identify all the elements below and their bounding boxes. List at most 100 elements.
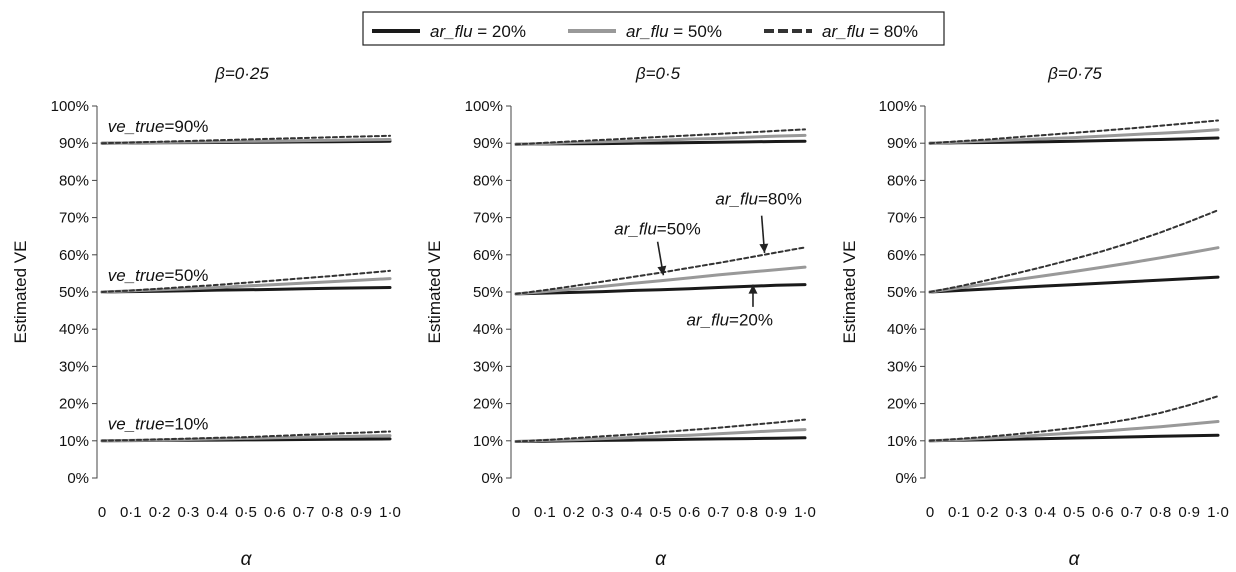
legend-label-italic: ar_flu bbox=[626, 22, 669, 41]
y-tick-label: 0% bbox=[895, 470, 917, 487]
annotation-value: =90% bbox=[164, 117, 208, 136]
x-tick-label: 1·0 bbox=[379, 504, 401, 521]
panel-title: β=0·5 bbox=[635, 64, 681, 83]
panel-2: β=0·5 0% 10% 20% 30% 40% 50% 60% 70% 80% 90% 100% Es… bbox=[425, 64, 816, 570]
x-tick-label: 0·3 bbox=[1006, 504, 1028, 521]
x-tick-label: 0·4 bbox=[1034, 504, 1056, 521]
panel-title: β=0·25 bbox=[214, 64, 269, 83]
x-tick-label: 0·8 bbox=[322, 504, 344, 521]
series-line bbox=[514, 133, 807, 146]
legend-label-italic: ar_flu bbox=[822, 22, 865, 41]
y-tick-label: 70% bbox=[887, 210, 917, 227]
legend-box bbox=[362, 11, 945, 46]
y-tick-label: 20% bbox=[887, 396, 917, 413]
series-line bbox=[515, 418, 806, 443]
legend-label-italic: ar_flu bbox=[430, 22, 473, 41]
series-line bbox=[928, 128, 1220, 145]
x-tick-label: 0·5 bbox=[235, 504, 257, 521]
y-tick-label: 100% bbox=[879, 98, 917, 115]
annotation-italic: ve_true bbox=[108, 415, 165, 434]
x-tick-label: 0·5 bbox=[1063, 504, 1085, 521]
series-line bbox=[100, 277, 392, 294]
series-line bbox=[514, 283, 807, 296]
x-tick-label: 0·9 bbox=[1178, 504, 1200, 521]
series-line bbox=[515, 246, 806, 295]
x-axis-label: α bbox=[241, 549, 253, 570]
annotation-value: =50% bbox=[164, 266, 208, 285]
x-tick-label: 0·7 bbox=[1121, 504, 1143, 521]
annotation-arrowhead bbox=[759, 243, 769, 253]
y-tick-label: 60% bbox=[473, 247, 503, 264]
x-tick-label: 0·1 bbox=[534, 504, 556, 521]
x-tick-label: 0·9 bbox=[765, 504, 787, 521]
x-tick-label: 0·6 bbox=[264, 504, 286, 521]
x-tick-label: 0·7 bbox=[707, 504, 729, 521]
legend-label-2: ar_flu = 50% bbox=[626, 22, 722, 41]
x-tick-label: 0·2 bbox=[149, 504, 171, 521]
x-tick-label: 0·6 bbox=[679, 504, 701, 521]
x-tick-label: 0·3 bbox=[592, 504, 614, 521]
x-tick-label: 0·8 bbox=[1150, 504, 1172, 521]
y-axis-label: Estimated VE bbox=[11, 241, 30, 344]
series-line bbox=[515, 128, 806, 146]
y-tick-label: 20% bbox=[59, 396, 89, 413]
y-tick-label: 30% bbox=[887, 358, 917, 375]
x-tick-label: 0·1 bbox=[120, 504, 142, 521]
x-tick-label: 0·4 bbox=[206, 504, 228, 521]
series-line bbox=[514, 265, 807, 296]
y-tick-label: 40% bbox=[473, 321, 503, 338]
y-axis-label: Estimated VE bbox=[840, 241, 859, 344]
series-line bbox=[101, 430, 391, 442]
annotation-arrowhead bbox=[748, 284, 758, 294]
y-tick-label: 60% bbox=[887, 247, 917, 264]
x-tick-label: 0 bbox=[98, 504, 106, 521]
y-tick-label: 20% bbox=[473, 396, 503, 413]
x-tick-label: 0·9 bbox=[350, 504, 372, 521]
chart-panels: β=0·25 0% 10% 20% 30% 40% 50% 60% 70% 80% 90% 100% E… bbox=[11, 64, 1229, 570]
y-tick-label: 40% bbox=[887, 321, 917, 338]
legend-label-3: ar_flu = 80% bbox=[822, 22, 918, 41]
y-tick-label: 70% bbox=[59, 210, 89, 227]
legend-label-value: = 50% bbox=[669, 22, 722, 41]
x-axis-label: α bbox=[655, 549, 667, 570]
x-tick-label: 0 bbox=[926, 504, 934, 521]
legend: ar_flu = 20% ar_flu = 50% ar_flu = 80% bbox=[362, 11, 945, 46]
y-tick-label: 0% bbox=[481, 470, 503, 487]
series-line bbox=[928, 246, 1220, 294]
y-tick-label: 10% bbox=[887, 433, 917, 450]
y-tick-label: 90% bbox=[887, 135, 917, 152]
y-tick-label: 80% bbox=[887, 172, 917, 189]
annotation-label: ar_flu=50% bbox=[614, 219, 700, 238]
series-line bbox=[101, 134, 391, 145]
series-line bbox=[928, 420, 1220, 443]
series-line bbox=[929, 119, 1219, 145]
series-line bbox=[101, 269, 391, 293]
series-line bbox=[100, 138, 392, 145]
legend-label-value: = 20% bbox=[473, 22, 526, 41]
annotation-value: =50% bbox=[657, 219, 701, 238]
panel-1: β=0·25 0% 10% 20% 30% 40% 50% 60% 70% 80% 90% 100% E… bbox=[11, 64, 401, 570]
annotation-value: =20% bbox=[729, 310, 773, 329]
y-tick-label: 30% bbox=[59, 358, 89, 375]
panel-title: β=0·75 bbox=[1047, 64, 1102, 83]
y-tick-label: 40% bbox=[59, 321, 89, 338]
x-tick-label: 1·0 bbox=[794, 504, 816, 521]
y-tick-label: 80% bbox=[59, 172, 89, 189]
x-tick-label: 0·5 bbox=[650, 504, 672, 521]
annotation-label: ve_true=10% bbox=[108, 415, 209, 434]
series-line bbox=[928, 275, 1220, 294]
annotation-arrowhead bbox=[657, 265, 667, 276]
x-tick-label: 0·6 bbox=[1092, 504, 1114, 521]
annotation-italic: ar_flu bbox=[614, 219, 657, 238]
annotation-italic: ar_flu bbox=[715, 190, 758, 209]
y-tick-label: 100% bbox=[465, 98, 503, 115]
panel-3: β=0·75 0% 10% 20% 30% 40% 50% 60% 70% 80% 90% 100% E… bbox=[840, 64, 1229, 570]
x-tick-label: 0·3 bbox=[178, 504, 200, 521]
x-tick-label: 0 bbox=[512, 504, 520, 521]
x-tick-label: 0·1 bbox=[948, 504, 970, 521]
x-tick-label: 0·8 bbox=[736, 504, 758, 521]
series-line bbox=[514, 428, 807, 443]
annotation-italic: ve_true bbox=[108, 117, 165, 136]
y-tick-label: 30% bbox=[473, 358, 503, 375]
